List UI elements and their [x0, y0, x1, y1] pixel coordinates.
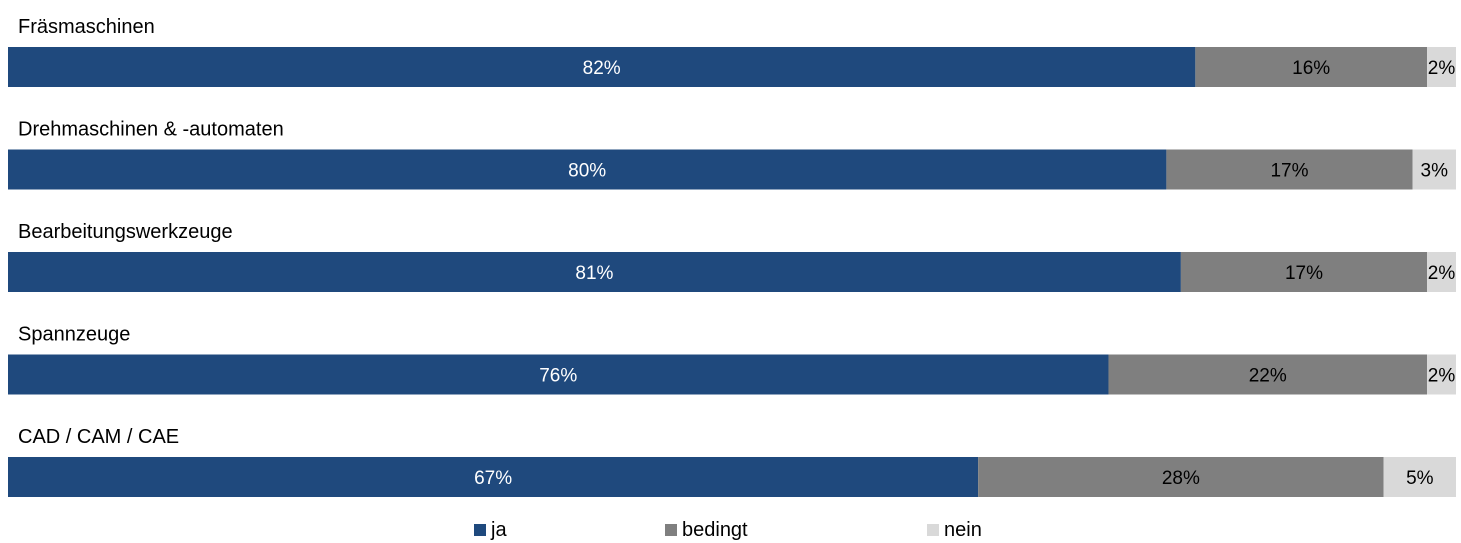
bar-segment-ja	[8, 457, 979, 497]
bar-segment-ja	[8, 47, 1196, 87]
category-label: Spannzeuge	[18, 324, 130, 346]
bar-segment-bedingt	[1108, 354, 1428, 395]
data-label-nein: 5%	[1406, 468, 1434, 489]
stacked-bar-chart: Fräsmaschinen 82% 16% 2% Drehmaschinen & -au…	[8, 16, 1456, 497]
data-label-bedingt: 28%	[1162, 468, 1200, 489]
legend-swatch-ja	[474, 524, 486, 536]
bar-segment-bedingt	[1166, 149, 1413, 190]
data-label-bedingt: 16%	[1292, 58, 1330, 79]
bar-row-bearbeitungswerkzeuge: Bearbeitungswerkzeuge 81% 17% 2%	[8, 221, 1456, 292]
bar-row-fräsmaschinen: Fräsmaschinen 82% 16% 2%	[8, 16, 1456, 87]
legend-item-nein: nein	[927, 518, 982, 542]
bar-segment-ja	[8, 252, 1181, 292]
bar-segment-nein	[1427, 252, 1456, 292]
bar-segment-bedingt	[1180, 252, 1428, 292]
bar-segment-nein	[1383, 457, 1456, 497]
data-label-ja: 81%	[575, 263, 613, 284]
legend-swatch-bedingt	[665, 524, 677, 536]
data-label-nein: 3%	[1421, 161, 1449, 182]
data-label-ja: 80%	[568, 161, 606, 182]
category-label: Drehmaschinen & -automaten	[18, 119, 284, 141]
data-label-bedingt: 17%	[1285, 263, 1323, 284]
bar-segment-nein	[1412, 149, 1456, 190]
legend-swatch-nein	[927, 524, 939, 536]
bar-segment-nein	[1427, 47, 1456, 87]
bar-segment-ja	[8, 354, 1109, 395]
legend: ja bedingt nein	[0, 518, 1461, 542]
data-label-ja: 76%	[539, 366, 577, 387]
data-label-nein: 2%	[1428, 58, 1456, 79]
legend-item-bedingt: bedingt	[665, 518, 748, 542]
legend-item-ja: ja	[474, 518, 507, 542]
bar-row-spannzeuge: Spannzeuge 76% 22% 2%	[8, 324, 1456, 395]
data-label-bedingt: 17%	[1270, 161, 1308, 182]
category-label: Bearbeitungswerkzeuge	[18, 221, 233, 243]
data-label-nein: 2%	[1428, 263, 1456, 284]
bar-segment-nein	[1427, 354, 1456, 395]
category-label: Fräsmaschinen	[18, 16, 155, 38]
data-label-nein: 2%	[1428, 366, 1456, 387]
bar-segment-bedingt	[978, 457, 1384, 497]
bar-row-cad-cam-cae: CAD / CAM / CAE 67% 28% 5%	[8, 426, 1456, 497]
data-label-ja: 67%	[474, 468, 512, 489]
bar-segment-bedingt	[1195, 47, 1428, 87]
bar-segment-ja	[8, 149, 1167, 190]
legend-label-bedingt: bedingt	[682, 519, 748, 541]
data-label-bedingt: 22%	[1249, 366, 1287, 387]
data-label-ja: 82%	[583, 58, 621, 79]
bar-row-drehmaschinen-automaten: Drehmaschinen & -automaten 80% 17% 3%	[8, 119, 1456, 190]
legend-label-ja: ja	[491, 519, 507, 541]
category-label: CAD / CAM / CAE	[18, 426, 179, 448]
legend-label-nein: nein	[944, 519, 982, 541]
